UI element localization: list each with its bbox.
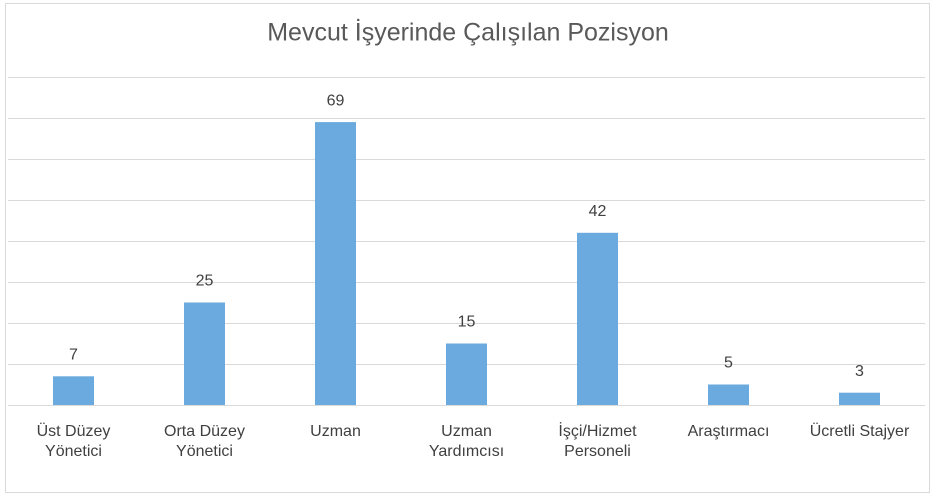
data-label: 7: [69, 347, 78, 364]
bar: [184, 302, 225, 405]
x-tick-label: İşçi/Hizmet Personeli: [558, 423, 637, 460]
data-label: 3: [855, 363, 864, 380]
data-label: 15: [458, 314, 476, 331]
bar: [315, 122, 356, 405]
bar: [839, 392, 880, 405]
bar: [53, 376, 94, 405]
x-tick-label: Uzman Yardımcısı: [428, 423, 505, 460]
data-label: 69: [327, 92, 345, 109]
x-tick-label: Orta Düzey Yönetici: [164, 423, 245, 460]
x-tick-label: Ücretli Stajyer: [809, 423, 910, 440]
x-tick-label: Araştırmacı: [687, 423, 770, 440]
bar: [577, 232, 618, 405]
x-tick-label: Uzman: [310, 423, 361, 440]
x-tick-label: Üst Düzey Yönetici: [36, 423, 111, 460]
data-label: 25: [196, 273, 214, 290]
bar: [708, 384, 749, 405]
data-label: 42: [589, 203, 607, 220]
data-label: 5: [724, 355, 733, 372]
bar: [446, 343, 487, 405]
chart-border: [5, 3, 930, 493]
chart-title: Mevcut İşyerinde Çalışılan Pozisyon: [267, 18, 669, 47]
